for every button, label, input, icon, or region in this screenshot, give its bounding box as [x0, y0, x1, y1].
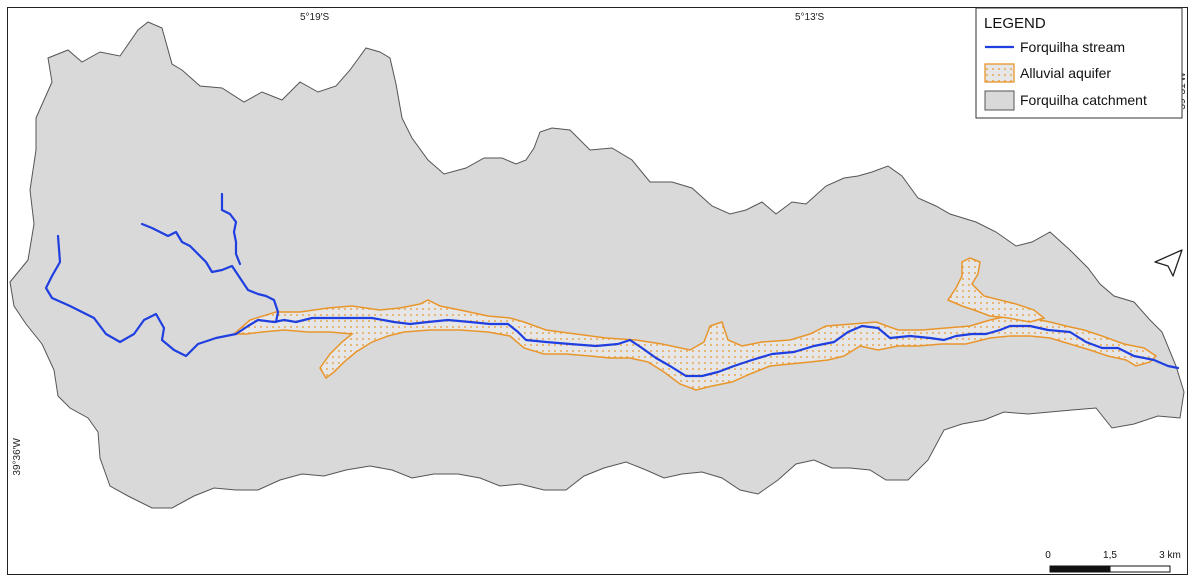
main-stream [44, 234, 1180, 378]
scale-label-mid: 1,5 [1103, 550, 1117, 561]
legend-catchment-symbol [984, 90, 1015, 111]
legend-title: LEGEND [984, 15, 1046, 32]
tributary-north-2 [220, 192, 242, 266]
scale-label-end: 3 km [1159, 550, 1181, 561]
legend-box [975, 7, 1183, 119]
stream-network [44, 192, 1180, 378]
north-arrow-icon [1154, 249, 1183, 277]
scale-segment-black [1049, 565, 1111, 573]
legend-aquifer-symbol [984, 63, 1015, 83]
legend: LEGEND Forquilha stream Alluvial aquifer… [975, 7, 1183, 119]
coord-top-left: 5°19′S [300, 12, 330, 23]
scale-segment-white [1109, 565, 1171, 573]
coord-top-right: 5°13′S [795, 12, 825, 23]
scale-label-0: 0 [1045, 550, 1051, 561]
alluvial-aquifer-branch [946, 257, 1046, 323]
coord-left-side: 39°36′W [12, 437, 23, 475]
legend-aquifer-label: Alluvial aquifer [1020, 65, 1111, 81]
catchment-polygon [9, 21, 1185, 509]
tributary-north-1 [140, 222, 280, 324]
legend-catchment-label: Forquilha catchment [1020, 92, 1147, 108]
legend-stream-label: Forquilha stream [1020, 39, 1125, 55]
scale-bar: 0 1,5 3 km [1045, 550, 1181, 573]
